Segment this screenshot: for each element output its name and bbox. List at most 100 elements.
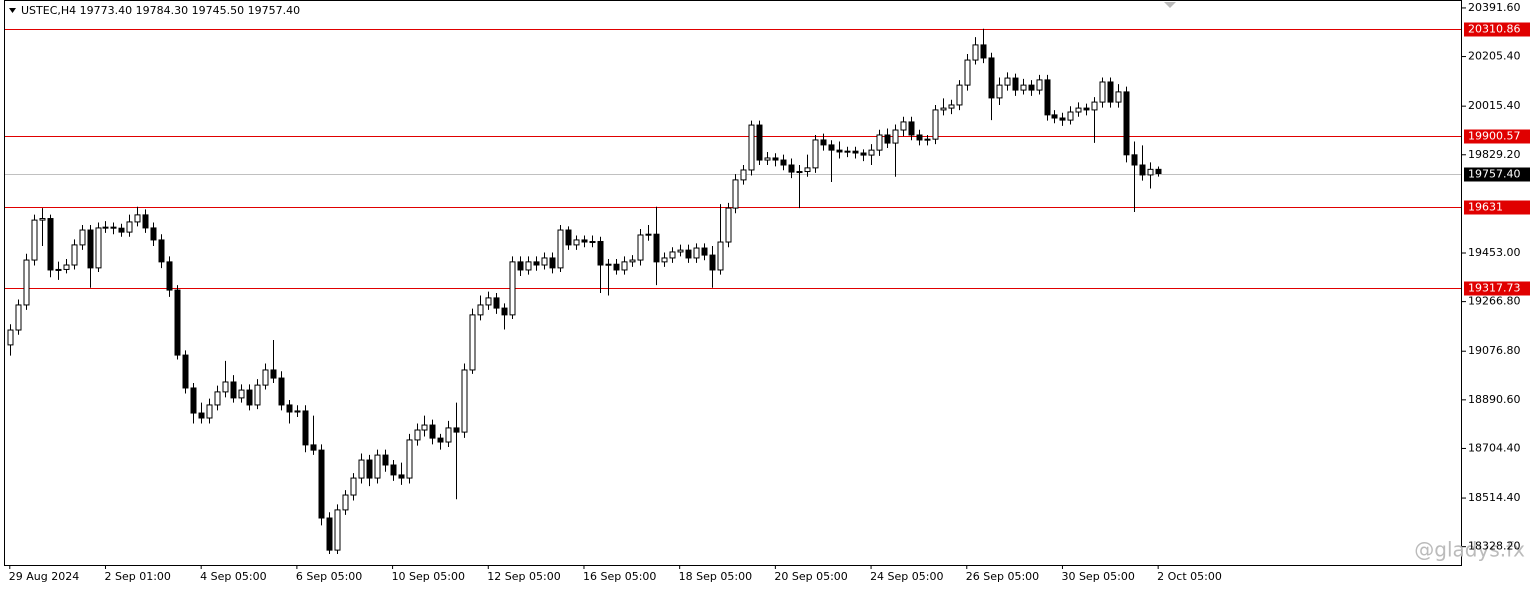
candle-body: [79, 229, 86, 246]
candle-body: [95, 227, 102, 269]
candle-body: [31, 219, 38, 261]
candle-body: [222, 381, 229, 393]
level-label: 19317.73: [1468, 282, 1521, 295]
candle-body: [541, 257, 548, 266]
candle-body: [437, 437, 444, 443]
candle-body: [509, 261, 516, 316]
candle-body: [948, 104, 955, 109]
y-tick-label: 19453.00: [1468, 246, 1521, 259]
candle-body: [1044, 79, 1051, 116]
candle-body: [174, 289, 181, 356]
candle-body: [142, 214, 149, 229]
candle-body: [932, 109, 939, 140]
candle-body: [725, 207, 732, 243]
candle-body: [1036, 79, 1043, 91]
candle-body: [685, 249, 692, 259]
candle-body: [709, 254, 716, 271]
y-tick-label: 18328.20: [1468, 540, 1521, 553]
candle-body: [1139, 164, 1146, 176]
candle-body: [1147, 168, 1154, 176]
candle-body: [414, 429, 421, 441]
candle-body: [182, 354, 189, 389]
candle-body: [669, 251, 676, 259]
candle-body: [868, 149, 875, 156]
level-label-box: [1464, 22, 1530, 37]
x-tick-label: 16 Sep 05:00: [583, 570, 656, 583]
candle-body: [398, 474, 405, 479]
candle-body: [589, 241, 596, 244]
y-tick-label: 18704.40: [1468, 441, 1521, 454]
x-tick-label: 4 Sep 05:00: [200, 570, 266, 583]
candle-body: [996, 84, 1003, 99]
candle-body: [772, 157, 779, 161]
candle-body: [940, 107, 947, 111]
candle-body: [1155, 168, 1162, 175]
candle-body: [956, 84, 963, 106]
candle-body: [39, 218, 46, 221]
level-label: 20310.86: [1468, 23, 1521, 36]
x-tick-label: 10 Sep 05:00: [392, 570, 465, 583]
candle-body: [836, 149, 843, 153]
candle-body: [150, 227, 157, 241]
y-tick-label: 18890.60: [1468, 393, 1521, 406]
candle-body: [597, 241, 604, 266]
x-tick-label: 18 Sep 05:00: [679, 570, 752, 583]
candle-body: [1020, 84, 1027, 91]
candle-body: [1115, 91, 1122, 103]
candle-body: [23, 259, 30, 306]
candle-body: [15, 304, 22, 331]
candle-body: [852, 150, 859, 154]
candle-body: [350, 477, 357, 496]
candle-body: [477, 304, 484, 316]
candle-body: [55, 268, 62, 271]
y-tick-label: 19266.80: [1468, 295, 1521, 308]
candle-body: [549, 257, 556, 269]
x-tick-label: 6 Sep 05:00: [296, 570, 362, 583]
candle-body: [246, 389, 253, 406]
candle-body: [924, 138, 931, 141]
candle-body: [110, 226, 117, 229]
y-tick-label: 19076.80: [1468, 344, 1521, 357]
candle-body: [701, 247, 708, 256]
candle-body: [1004, 77, 1011, 86]
candle-body: [788, 164, 795, 173]
level-label-box: [1464, 200, 1530, 215]
candle-body: [629, 259, 636, 263]
candle-body: [653, 233, 660, 263]
candle-body: [565, 229, 572, 246]
candle-body: [166, 261, 173, 291]
candle-body: [812, 139, 819, 169]
y-tick-label: 20391.60: [1468, 1, 1521, 14]
candle-body: [358, 459, 365, 479]
candle-body: [493, 297, 500, 309]
x-tick-label: 29 Aug 2024: [9, 570, 79, 583]
candle-body: [374, 454, 381, 479]
candle-body: [796, 171, 803, 174]
candle-body: [756, 124, 763, 161]
candle-body: [453, 427, 460, 433]
candle-body: [764, 157, 771, 161]
candle-body: [206, 404, 213, 419]
candle-body: [7, 329, 14, 346]
candle-body: [1067, 111, 1074, 121]
candle-body: [740, 169, 747, 181]
candle-body: [1107, 81, 1114, 103]
candles-layer: [7, 28, 1162, 555]
candle-body: [238, 389, 245, 399]
candle-body: [1012, 77, 1019, 91]
candle-body: [732, 179, 739, 209]
candle-body: [693, 247, 700, 259]
candle-body: [158, 239, 165, 263]
candle-body: [804, 167, 811, 173]
candle-body: [118, 227, 125, 233]
candle-body: [286, 404, 293, 413]
candle-body: [294, 410, 301, 413]
x-tick-label: 12 Sep 05:00: [487, 570, 560, 583]
watermark: @gladys.fx: [1414, 538, 1525, 562]
candle-body: [366, 459, 373, 479]
candle-body: [717, 241, 724, 271]
candle-body: [621, 261, 628, 271]
candle-body: [1131, 154, 1138, 166]
